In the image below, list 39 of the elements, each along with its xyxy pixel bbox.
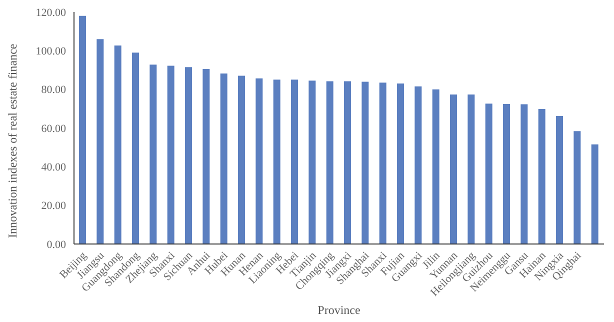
y-tick-label: 0.00 — [46, 238, 66, 251]
bar — [202, 69, 210, 244]
bar — [79, 16, 86, 244]
y-tick-label: 100.00 — [36, 46, 66, 58]
bar — [291, 80, 298, 244]
x-axis-title: Province — [318, 303, 360, 317]
y-axis-title: Innovation indexes of real estate finance — [5, 44, 20, 238]
y-tick-label: 60.00 — [41, 122, 66, 135]
bar — [379, 82, 386, 244]
bar — [432, 89, 440, 244]
bar — [96, 39, 104, 244]
bar — [273, 80, 280, 244]
bar — [485, 104, 492, 244]
bar — [114, 45, 122, 244]
bar — [503, 104, 510, 244]
bar — [132, 52, 139, 244]
y-tick-label: 120.00 — [36, 6, 66, 19]
bar — [556, 116, 563, 244]
bar — [167, 66, 174, 244]
y-tick-label: 80.00 — [41, 84, 66, 96]
bar — [538, 109, 546, 244]
bar — [238, 76, 245, 244]
bar — [326, 81, 334, 244]
bar — [185, 67, 192, 244]
y-tick-label: 40.00 — [41, 162, 66, 174]
bar — [256, 78, 263, 244]
bar — [220, 73, 228, 244]
bar — [308, 80, 316, 244]
bar — [450, 94, 457, 244]
bar — [520, 104, 528, 244]
bar — [591, 144, 598, 244]
bar — [344, 81, 351, 244]
bar — [362, 82, 369, 244]
bar — [397, 84, 404, 244]
bar — [574, 131, 581, 244]
y-tick-label: 20.00 — [41, 200, 66, 212]
bar — [468, 94, 475, 244]
bar — [150, 64, 157, 244]
bar — [414, 86, 422, 244]
